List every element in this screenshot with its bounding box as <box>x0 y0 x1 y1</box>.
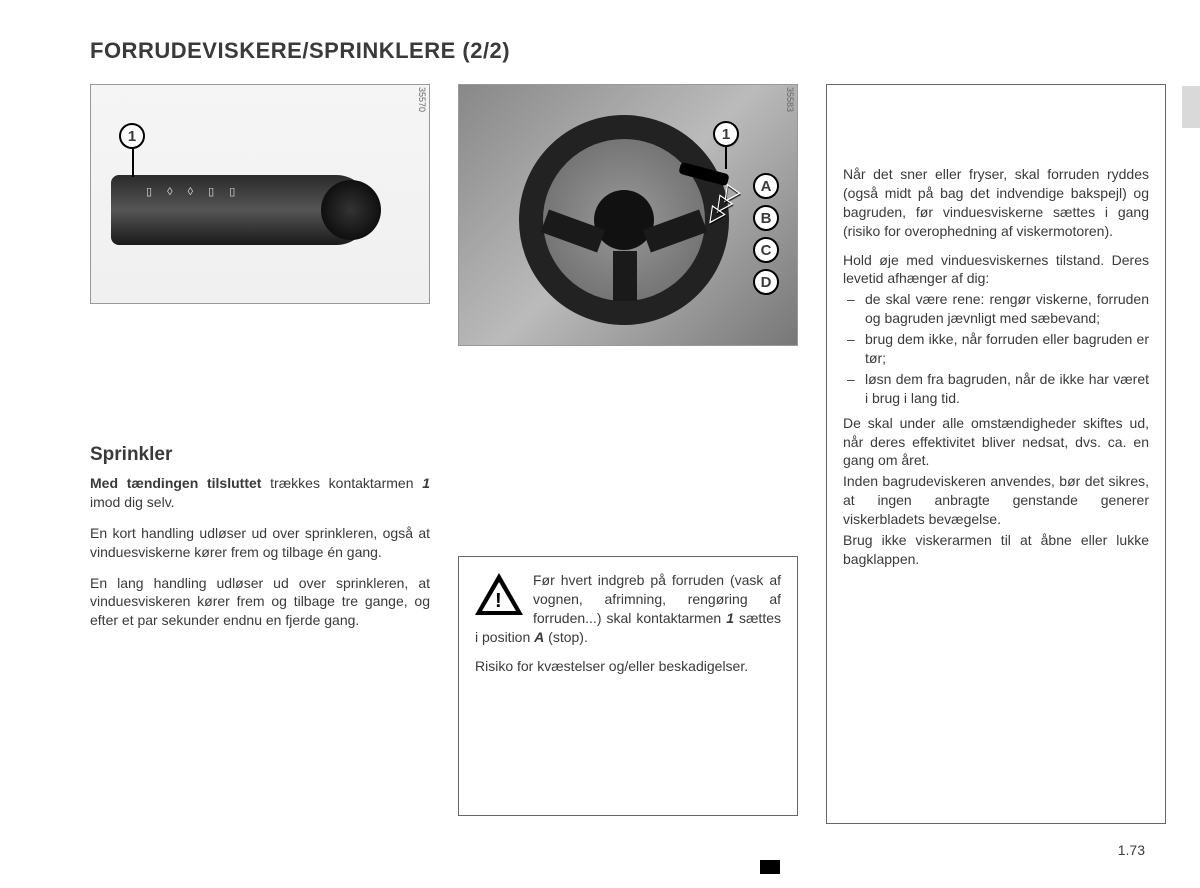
paragraph: En kort handling udløser ud over sprinkl… <box>90 524 430 562</box>
warning-icon: ! <box>475 573 523 615</box>
callout-a: A <box>753 173 779 199</box>
column-1: 35570 1 ▯ ◊ ◊ ▯ ▯ Sprinkler Med tændinge… <box>90 84 430 824</box>
callout-d: D <box>753 269 779 295</box>
paragraph: En lang handling udløser ud over sprinkl… <box>90 574 430 631</box>
footer-mark <box>760 860 780 874</box>
steering-wheel-shape <box>519 115 729 325</box>
callout-b: B <box>753 205 779 231</box>
section-subtitle: Sprinkler <box>90 444 430 466</box>
callout-lead <box>725 147 727 169</box>
paragraph: Inden bagrudeviskeren anvendes, bør det … <box>843 472 1149 529</box>
paragraph: De skal under alle omstændigheder skifte… <box>843 414 1149 471</box>
paragraph: Risiko for kvæstelser og/eller beskadi­g… <box>475 657 781 676</box>
callout-lead <box>132 149 134 177</box>
figure-number: 35570 <box>417 87 427 112</box>
paragraph: Når det sner eller fryser, skal forruden… <box>843 165 1149 241</box>
list-item: brug dem ikke, når forruden eller bag­ru… <box>843 330 1149 368</box>
paragraph: Brug ikke viskerarmen til at åbne eller … <box>843 531 1149 569</box>
callout-c: C <box>753 237 779 263</box>
maintenance-list: de skal være rene: rengør viskerne, forr… <box>843 290 1149 407</box>
edge-tab <box>1182 86 1200 128</box>
info-box: Når det sner eller fryser, skal forruden… <box>826 84 1166 824</box>
callout-1: 1 <box>713 121 739 147</box>
figure-number: 35583 <box>785 87 795 112</box>
paragraph: Hold øje med vinduesviskernes tilstand. … <box>843 251 1149 289</box>
paragraph: Med tændingen tilsluttet trækkes kontakt… <box>90 474 430 512</box>
list-item: de skal være rene: rengør viskerne, forr… <box>843 290 1149 328</box>
page-number: 1.73 <box>1118 842 1145 858</box>
figure-stalk: 35570 1 ▯ ◊ ◊ ▯ ▯ <box>90 84 430 304</box>
column-2: 35583 ▽▽▽ 1 A B C D ! <box>458 84 798 824</box>
column-3: Når det sner eller fryser, skal forruden… <box>826 84 1166 824</box>
callout-1: 1 <box>119 123 145 149</box>
page-title: FORRUDEVISKERE/SPRINKLERE (2/2) <box>90 38 1145 64</box>
stalk-icons: ▯ ◊ ◊ ▯ ▯ <box>146 185 241 198</box>
figure-steering-wheel: 35583 ▽▽▽ 1 A B C D <box>458 84 798 346</box>
list-item: løsn dem fra bagruden, når de ikke har v… <box>843 370 1149 408</box>
warning-box: ! Før hvert indgreb på forruden (vask af… <box>458 556 798 816</box>
